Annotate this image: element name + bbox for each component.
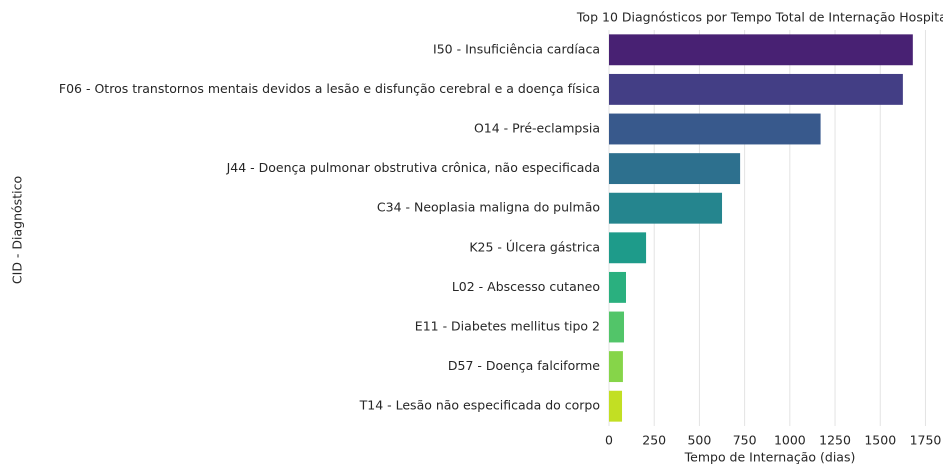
y-tick-label: E11 - Diabetes mellitus tipo 2 <box>415 319 600 334</box>
x-tick-label: 250 <box>642 433 666 448</box>
y-tick-label: K25 - Úlcera gástrica <box>469 239 600 254</box>
x-tick-label: 500 <box>687 433 711 448</box>
y-tick-label: D57 - Doença falciforme <box>448 358 600 373</box>
x-tick-label: 1250 <box>819 433 851 448</box>
y-tick-label: I50 - Insuficiência cardíaca <box>433 41 600 56</box>
bar <box>609 73 903 105</box>
y-axis-label: CID - Diagnóstico <box>10 176 25 284</box>
bar <box>609 232 647 264</box>
y-tick-label: O14 - Pré-eclampsia <box>474 121 600 136</box>
y-tick-label: L02 - Abscesso cutaneo <box>452 279 600 294</box>
y-tick-label: C34 - Neoplasia maligna do pulmão <box>377 200 600 215</box>
bar <box>609 351 623 383</box>
bar <box>609 311 625 343</box>
x-tick-label: 0 <box>605 433 613 448</box>
y-tick-label: F06 - Otros transtornos mentais devidos … <box>59 81 600 96</box>
x-tick-label: 1500 <box>864 433 896 448</box>
y-tick-label: J44 - Doença pulmonar obstrutiva crônica… <box>226 160 600 175</box>
x-tick-label: 1000 <box>774 433 806 448</box>
bar <box>609 113 821 145</box>
x-tick-label: 1750 <box>910 433 942 448</box>
bar <box>609 34 913 66</box>
x-tick-label: 750 <box>733 433 757 448</box>
chart-title: Top 10 Diagnósticos por Tempo Total de I… <box>576 10 943 25</box>
bar <box>609 390 623 422</box>
y-tick-label: T14 - Lesão não especificada do corpo <box>359 398 600 413</box>
bar <box>609 271 626 303</box>
bar <box>609 153 741 185</box>
bar <box>609 192 723 224</box>
x-axis-label: Tempo de Internação (dias) <box>684 450 856 464</box>
